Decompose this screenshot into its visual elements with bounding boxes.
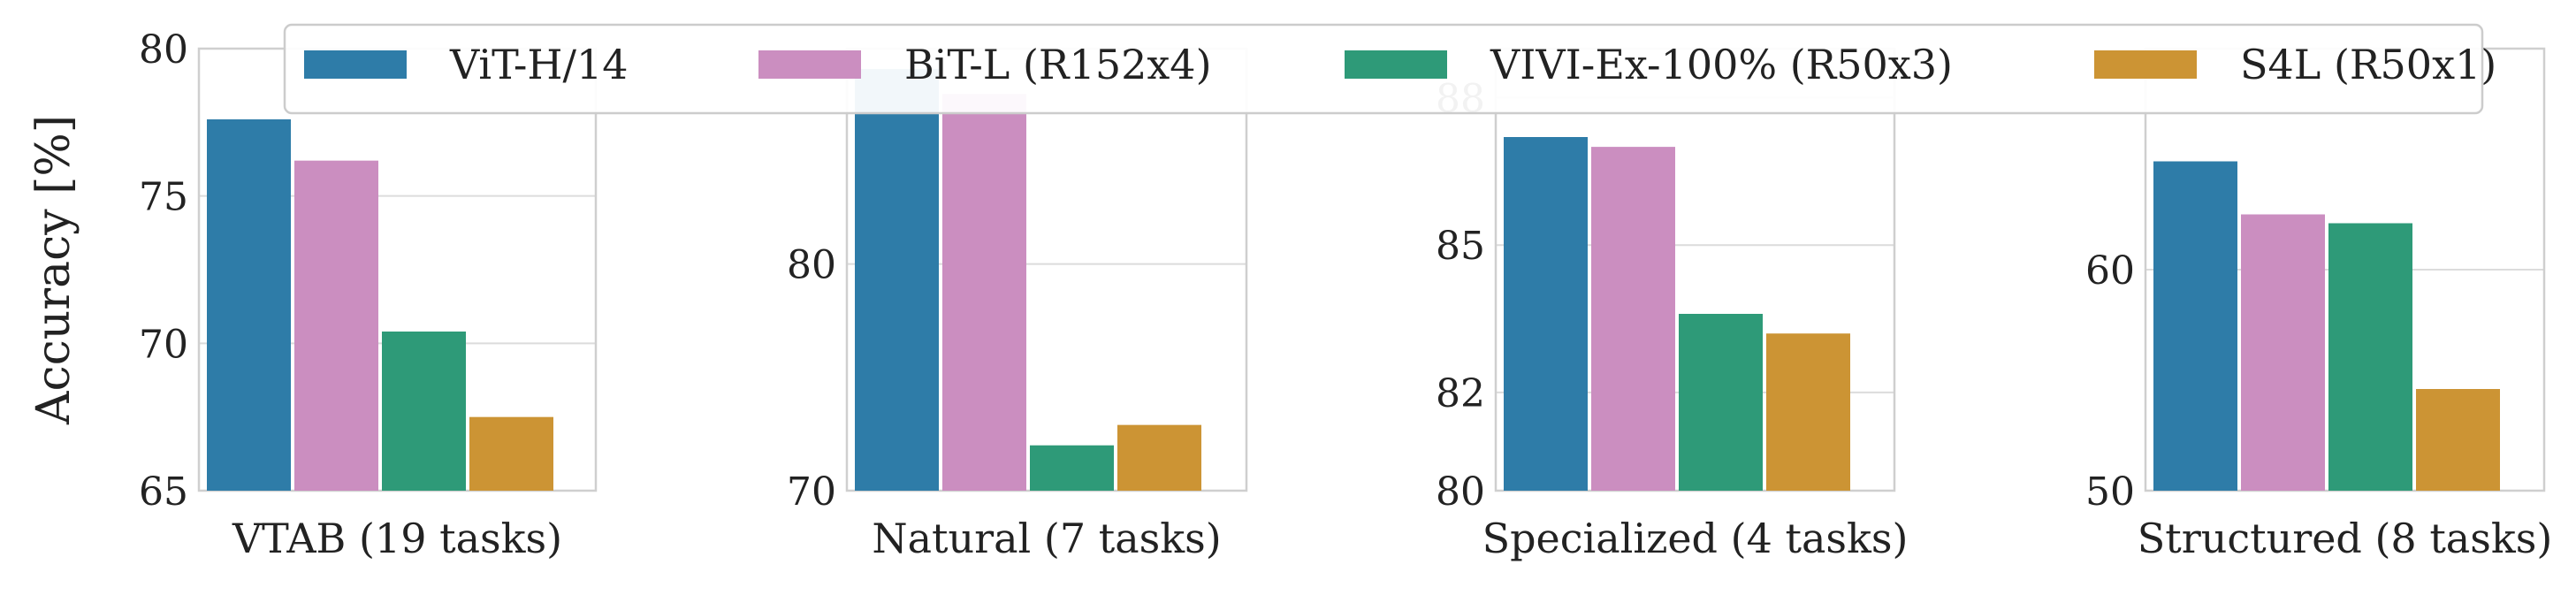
panel-specialized-4-tasks: 80828588Specialized (4 tasks) <box>1436 47 1909 562</box>
y-tick-label: 70 <box>787 469 836 515</box>
bar-s4l-r50x1 <box>469 416 553 491</box>
legend-label: S4L (R50x1) <box>2240 41 2496 88</box>
bar-bit-l-r152x4 <box>1591 147 1675 491</box>
panel-title: Structured (8 tasks) <box>2138 515 2553 562</box>
y-tick-label: 65 <box>139 469 188 515</box>
y-tick-label: 75 <box>139 175 188 220</box>
legend-label: VIVI-Ex-100% (R50x3) <box>1490 41 1953 88</box>
bar-bit-l-r152x4 <box>294 160 378 491</box>
y-tick-label: 80 <box>139 27 188 72</box>
bar-vit-h-14 <box>207 119 291 491</box>
y-tick-label: 80 <box>1436 469 1485 515</box>
bar-vivi-ex-100-r50x3 <box>1679 314 1763 491</box>
legend-item-vit-h-14: ViT-H/14 <box>304 41 629 88</box>
legend-item-bit-l-r152x4: BiT-L (R152x4) <box>758 41 1212 88</box>
legend-swatch <box>2094 50 2197 79</box>
bar-vivi-ex-100-r50x3 <box>2328 223 2412 491</box>
legend-item-vivi-ex-100-r50x3: VIVI-Ex-100% (R50x3) <box>1345 41 1953 88</box>
legend-swatch <box>304 50 407 79</box>
bar-s4l-r50x1 <box>1766 333 1850 491</box>
bar-bit-l-r152x4 <box>2241 214 2325 491</box>
legend-swatch <box>1345 50 1447 79</box>
bar-vit-h-14 <box>855 69 939 492</box>
y-tick-label: 70 <box>139 322 188 367</box>
panel-title: VTAB (19 tasks) <box>232 515 562 562</box>
legend-label: ViT-H/14 <box>449 41 629 88</box>
panel-structured-8-tasks: 50 60 Structured (8 tasks) <box>2085 47 2553 562</box>
y-tick-label: 50 <box>2085 469 2135 515</box>
panel-title: Specialized (4 tasks) <box>1482 515 1909 562</box>
bar-vivi-ex-100-r50x3 <box>382 332 466 491</box>
panel-natural-7-tasks: 70 80 Natural (7 tasks) <box>787 47 1248 562</box>
bar-vit-h-14 <box>1504 137 1588 491</box>
y-tick-label: 80 <box>787 243 836 288</box>
legend-label: BiT-L (R152x4) <box>904 41 1212 88</box>
y-tick-label: 85 <box>1436 224 1485 269</box>
bar-vit-h-14 <box>2153 161 2237 491</box>
legend-item-s4l-r50x1: S4L (R50x1) <box>2094 41 2496 88</box>
bar-s4l-r50x1 <box>2416 389 2500 491</box>
legend: ViT-H/14 BiT-L (R152x4) VIVI-Ex-100% (R50x… <box>283 23 2496 115</box>
y-axis-label: Accuracy [%] <box>27 115 80 425</box>
bar-s4l-r50x1 <box>1117 424 1201 491</box>
y-tick-label: 82 <box>1436 371 1485 416</box>
panel-title: Natural (7 tasks) <box>872 515 1221 562</box>
bar-bit-l-r152x4 <box>942 94 1026 492</box>
bar-vivi-ex-100-r50x3 <box>1030 445 1114 491</box>
legend-swatch <box>758 50 861 79</box>
y-tick-label: 60 <box>2085 248 2135 294</box>
